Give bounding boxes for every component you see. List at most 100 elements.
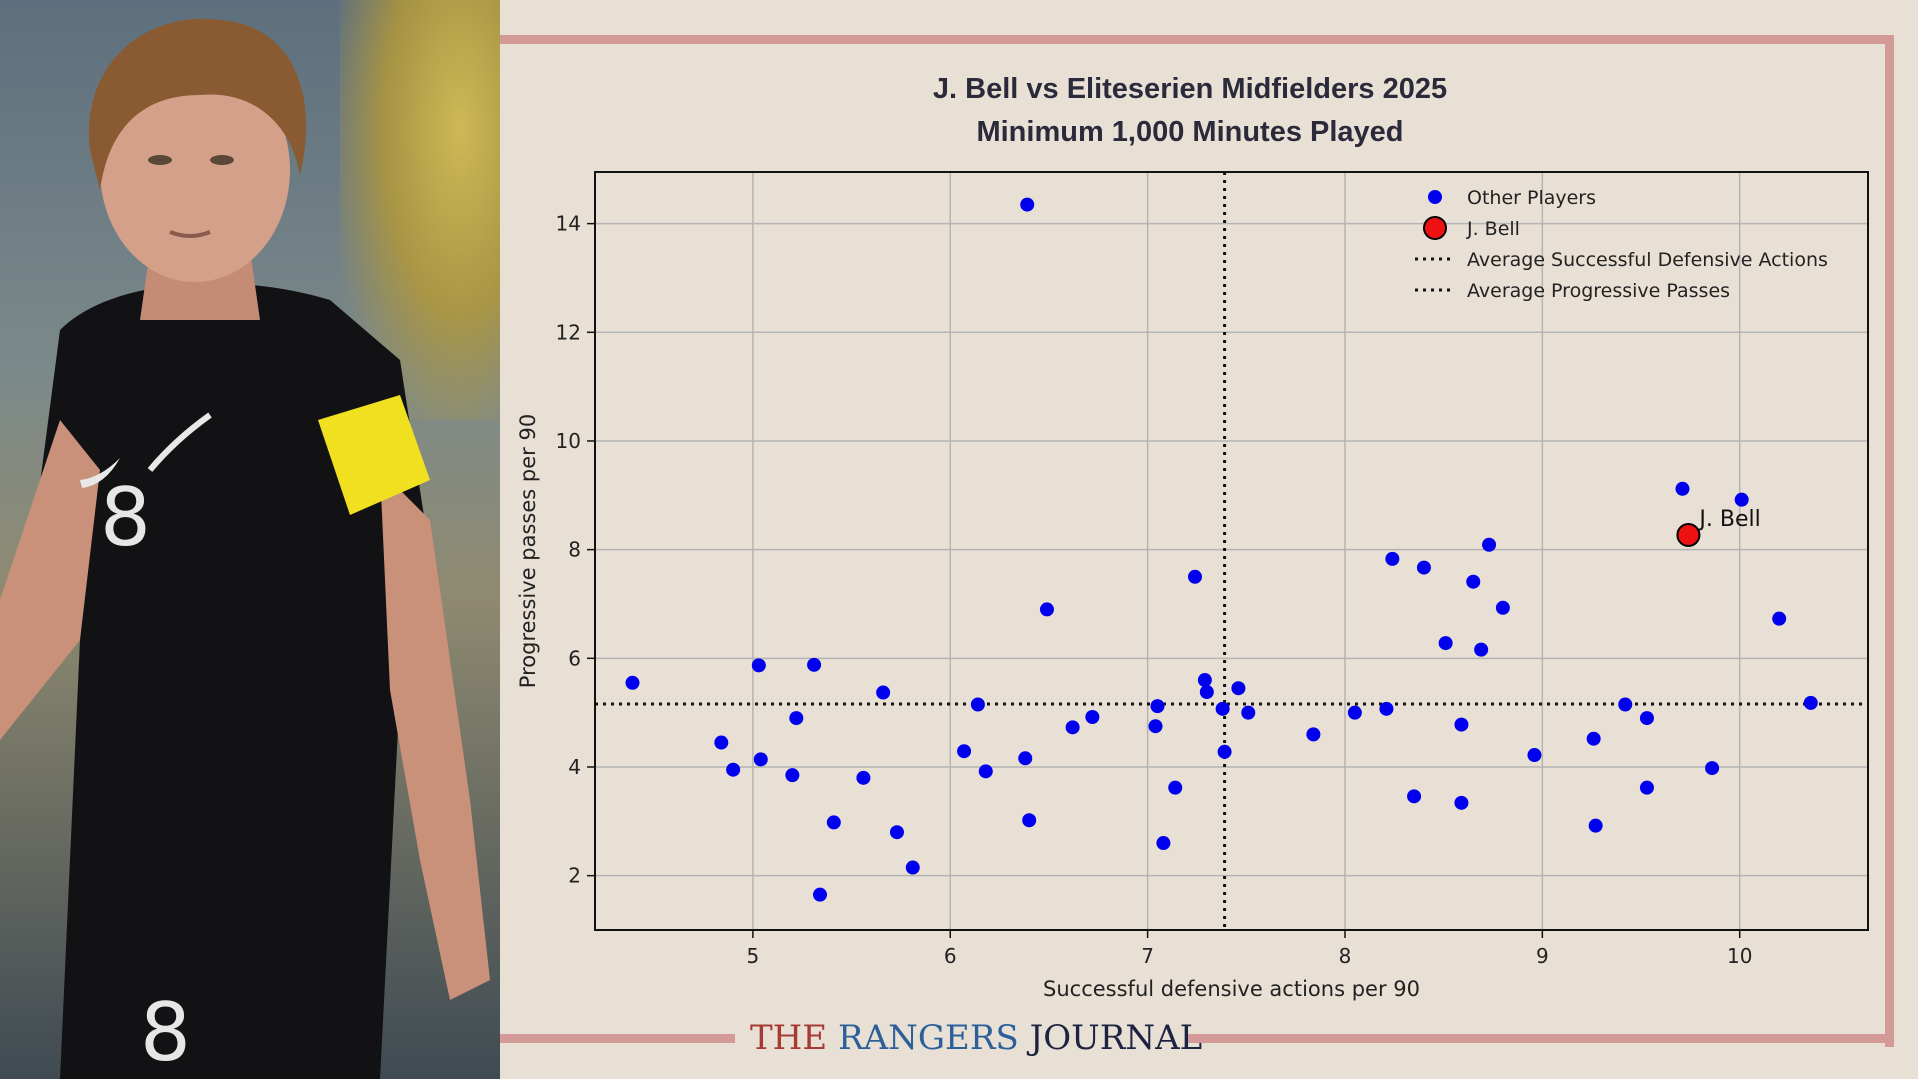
data-point-other bbox=[807, 657, 822, 672]
legend-label: Average Successful Defensive Actions bbox=[1467, 249, 1828, 271]
data-point-other bbox=[1527, 748, 1542, 763]
data-point-other bbox=[1772, 611, 1787, 626]
data-point-other bbox=[1347, 705, 1362, 720]
x-tick-label: 10 bbox=[1727, 944, 1752, 968]
data-point-highlight bbox=[1676, 522, 1701, 547]
data-point-other bbox=[1085, 709, 1100, 724]
y-tick-label: 12 bbox=[556, 320, 581, 344]
x-tick-label: 9 bbox=[1536, 944, 1549, 968]
data-point-other bbox=[1065, 720, 1080, 735]
data-point-other bbox=[1454, 795, 1469, 810]
data-point-other bbox=[1588, 818, 1603, 833]
data-point-other bbox=[1187, 569, 1202, 584]
data-point-other bbox=[1020, 197, 1035, 212]
brand-journal: JOURNAL bbox=[1029, 1018, 1203, 1058]
data-point-other bbox=[753, 752, 768, 767]
chart-title-line2: Minimum 1,000 Minutes Played bbox=[976, 116, 1404, 148]
legend-label: Other Players bbox=[1467, 187, 1596, 209]
data-point-other bbox=[714, 735, 729, 750]
y-tick-label: 8 bbox=[568, 538, 581, 562]
brand-rangers: RANGERS bbox=[837, 1018, 1019, 1058]
frame-top bbox=[500, 35, 1894, 44]
data-point-other bbox=[1438, 636, 1453, 651]
frame-bottom-right bbox=[1185, 1034, 1894, 1043]
data-point-other bbox=[726, 762, 741, 777]
data-point-other bbox=[1407, 789, 1422, 804]
data-point-other bbox=[876, 685, 891, 700]
data-point-other bbox=[789, 711, 804, 726]
player-silhouette: 8 8 bbox=[0, 18, 490, 1079]
data-point-other bbox=[751, 658, 766, 673]
data-point-other bbox=[1199, 685, 1214, 700]
data-point-other bbox=[1416, 560, 1431, 575]
data-point-other bbox=[1675, 481, 1690, 496]
data-point-other bbox=[1022, 813, 1037, 828]
data-point-other bbox=[957, 744, 972, 759]
data-point-other bbox=[1482, 537, 1497, 552]
data-point-other bbox=[826, 815, 841, 830]
y-tick-label: 14 bbox=[556, 212, 581, 236]
data-point-other bbox=[1039, 602, 1054, 617]
data-point-other bbox=[889, 825, 904, 840]
data-point-other bbox=[1474, 642, 1489, 657]
data-point-other bbox=[1639, 711, 1654, 726]
legend-marker-highlight bbox=[1423, 216, 1447, 240]
data-point-other bbox=[1466, 574, 1481, 589]
data-point-other bbox=[1705, 761, 1720, 776]
chart-title: J. Bell vs Eliteserien Midfielders 2025 … bbox=[500, 68, 1880, 154]
plot-area-border bbox=[594, 171, 1869, 931]
data-point-other bbox=[1018, 751, 1033, 766]
x-tick-label: 5 bbox=[747, 944, 760, 968]
scatter-plot: J. Bell 5 6 7 8 9 10 2 4 6 8 10 12 14 Successful defe… bbox=[516, 171, 1869, 1001]
legend-label: Average Progressive Passes bbox=[1467, 280, 1730, 302]
data-point-other bbox=[1379, 701, 1394, 716]
chart-title-line1: J. Bell vs Eliteserien Midfielders 2025 bbox=[932, 73, 1448, 105]
data-point-other bbox=[1231, 681, 1246, 696]
brand-logo: THE RANGERS JOURNAL bbox=[750, 1014, 1202, 1062]
data-point-other bbox=[1197, 673, 1212, 688]
y-tick-label: 2 bbox=[568, 864, 581, 888]
data-point-other bbox=[856, 770, 871, 785]
data-point-other bbox=[1734, 492, 1749, 507]
chart-panel: J. Bell vs Eliteserien Midfielders 2025 … bbox=[500, 0, 1918, 1079]
frame-right bbox=[1885, 35, 1894, 1047]
y-tick-label: 10 bbox=[556, 429, 581, 453]
x-axis-label: Successful defensive actions per 90 bbox=[1043, 977, 1420, 1001]
data-point-other bbox=[1306, 727, 1321, 742]
data-point-other bbox=[1168, 780, 1183, 795]
x-tick-label: 7 bbox=[1141, 944, 1154, 968]
x-tick-label: 8 bbox=[1339, 944, 1352, 968]
data-point-other bbox=[1215, 701, 1230, 716]
highlight-label: J. Bell bbox=[1697, 507, 1760, 532]
data-point-other bbox=[1454, 717, 1469, 732]
data-point-other bbox=[970, 697, 985, 712]
data-point-other bbox=[1385, 551, 1400, 566]
svg-text:8: 8 bbox=[140, 986, 191, 1079]
data-point-other bbox=[1150, 699, 1165, 714]
x-tick-label: 6 bbox=[944, 944, 957, 968]
captain-armband bbox=[318, 395, 430, 515]
data-point-other bbox=[1586, 731, 1601, 746]
data-point-other bbox=[978, 764, 993, 779]
data-point-other bbox=[1803, 695, 1818, 710]
data-point-other bbox=[812, 887, 827, 902]
data-point-other bbox=[785, 768, 800, 783]
y-tick-label: 6 bbox=[568, 646, 581, 670]
y-tick-label: 4 bbox=[568, 755, 581, 779]
data-point-other bbox=[1639, 780, 1654, 795]
data-point-other bbox=[1241, 705, 1256, 720]
data-point-other bbox=[1217, 744, 1232, 759]
data-point-other bbox=[905, 860, 920, 875]
player-photo: 8 8 bbox=[0, 0, 500, 1079]
data-point-other bbox=[1156, 836, 1171, 851]
data-point-other bbox=[1148, 719, 1163, 734]
data-point-other bbox=[1495, 600, 1510, 615]
brand-the: THE bbox=[750, 1018, 828, 1058]
data-point-other bbox=[625, 675, 640, 690]
legend-label: J. Bell bbox=[1466, 218, 1520, 240]
svg-text:8: 8 bbox=[100, 471, 151, 564]
data-point-other bbox=[1618, 697, 1633, 712]
frame-bottom-left bbox=[500, 1034, 735, 1043]
legend-marker-other bbox=[1428, 190, 1442, 204]
y-axis-label: Progressive passes per 90 bbox=[516, 414, 540, 688]
